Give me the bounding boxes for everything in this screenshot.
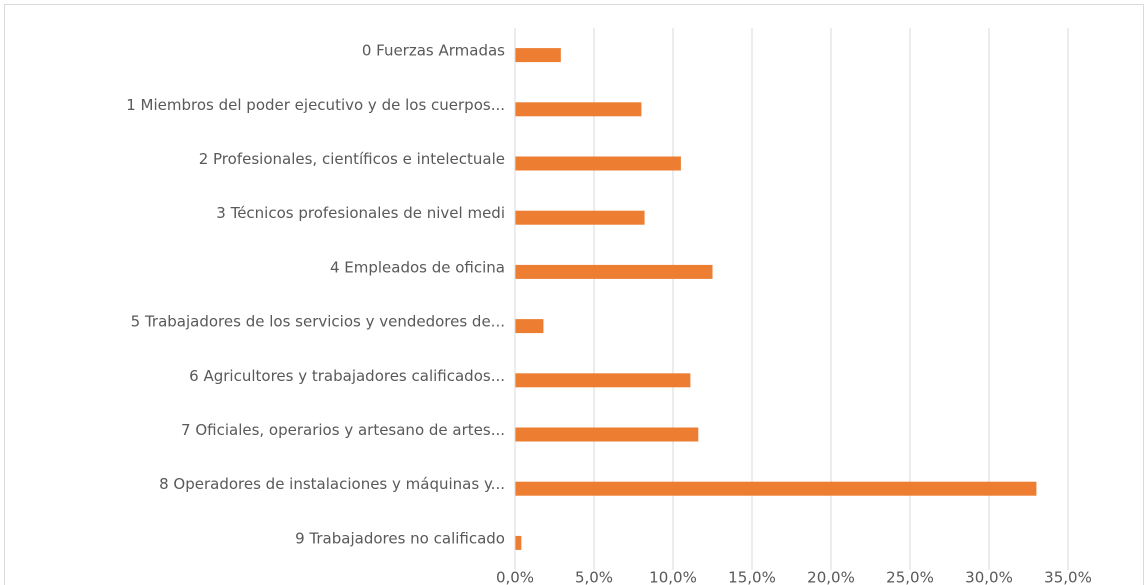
bar	[515, 319, 544, 334]
bar	[515, 48, 561, 63]
x-tick-label: 25,0%	[886, 569, 934, 585]
x-tick-label: 5,0%	[575, 569, 613, 585]
bar	[515, 535, 522, 550]
chart-border	[4, 4, 1144, 585]
bar	[515, 373, 691, 388]
y-tick-label: 1 Miembros del poder ejecutivo y de los …	[126, 96, 505, 114]
bar	[515, 156, 681, 171]
y-tick-label: 6 Agricultores y trabajadores calificado…	[189, 367, 505, 385]
x-tick-label: 15,0%	[728, 569, 776, 585]
bar	[515, 427, 699, 442]
y-tick-label: 5 Trabajadores de los servicios y vended…	[131, 313, 505, 331]
bar	[515, 481, 1037, 496]
x-tick-label: 10,0%	[649, 569, 697, 585]
x-tick-label: 0,0%	[496, 569, 534, 585]
y-tick-label: 7 Oficiales, operarios y artesano de art…	[181, 421, 505, 439]
y-tick-label: 8 Operadores de instalaciones y máquinas…	[159, 475, 505, 493]
bar	[515, 264, 713, 279]
y-tick-label: 9 Trabajadores no calificado	[295, 529, 505, 547]
x-tick-label: 30,0%	[965, 569, 1013, 585]
y-tick-label: 0 Fuerzas Armadas	[362, 42, 505, 60]
x-tick-label: 20,0%	[807, 569, 855, 585]
bar	[515, 102, 642, 117]
x-tick-label: 35,0%	[1044, 569, 1092, 585]
y-tick-label: 2 Profesionales, científicos e intelectu…	[199, 150, 505, 168]
bar	[515, 210, 645, 225]
y-tick-label: 3 Técnicos profesionales de nivel medi	[216, 204, 505, 222]
y-tick-label: 4 Empleados de oficina	[330, 258, 505, 276]
